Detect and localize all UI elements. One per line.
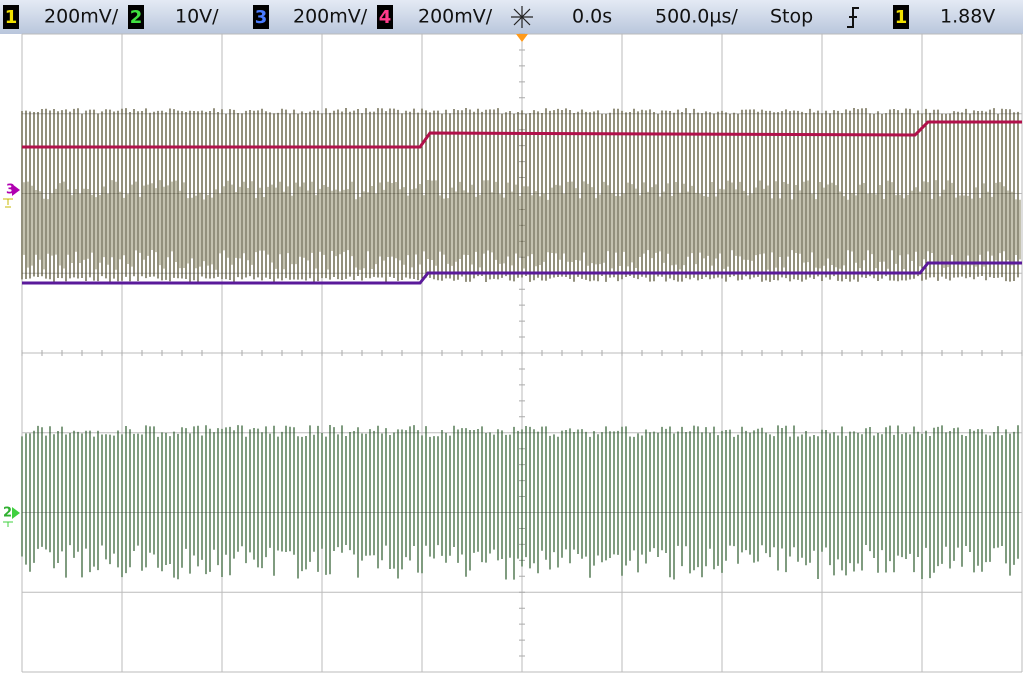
channel-marker — [12, 184, 20, 196]
ground-symbol — [3, 521, 13, 527]
channel-number: 4 — [379, 7, 392, 28]
channel-badge — [128, 5, 144, 29]
channel-badge — [377, 5, 393, 29]
channel-number: 1 — [5, 7, 18, 28]
channel-4-trace — [22, 120, 1022, 149]
timebase: 500.0µs/ — [655, 6, 738, 28]
channel-scale: 10V/ — [175, 6, 219, 28]
acquisition-icon — [511, 6, 533, 28]
channel-number: 3 — [255, 7, 268, 28]
channel-marker — [12, 507, 20, 519]
channel-scale: 200mV/ — [418, 6, 493, 28]
channel-marker-label: 3 — [6, 183, 15, 198]
channel-1-trace — [23, 180, 1021, 270]
channel-badge — [253, 5, 269, 29]
ground-symbol — [3, 198, 13, 208]
run-state[interactable]: Stop — [770, 6, 813, 28]
channel-marker-label: 2 — [3, 506, 12, 521]
channel-badge — [3, 5, 19, 29]
trigger-edge-icon — [847, 7, 859, 28]
channel-1-trace — [21, 108, 1019, 282]
channel-badge — [893, 5, 909, 29]
channel-scale: 200mV/ — [44, 6, 119, 28]
trigger-level: 1.88V — [940, 6, 995, 28]
trigger-source: 1 — [895, 7, 908, 28]
waveforms — [21, 108, 1022, 580]
time-offset: 0.0s — [572, 6, 612, 28]
channel-3-trace — [22, 261, 1022, 285]
channel-number: 2 — [130, 7, 143, 28]
trigger-position-marker — [516, 34, 528, 42]
channel-2-trace — [21, 425, 1019, 580]
channel-scale: 200mV/ — [293, 6, 368, 28]
